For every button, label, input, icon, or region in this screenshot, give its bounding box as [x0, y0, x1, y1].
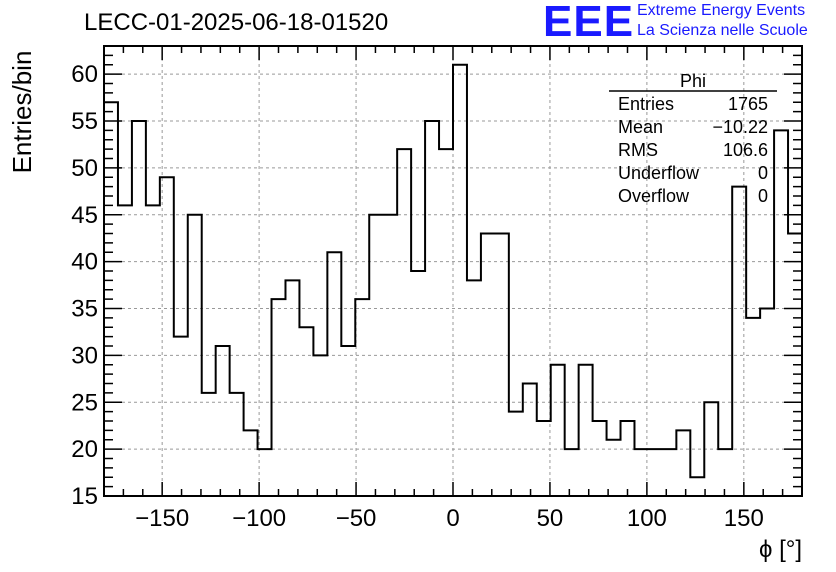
histogram-bin — [593, 421, 607, 496]
x-tick-label: −150 — [135, 505, 189, 532]
y-tick-label: 50 — [71, 155, 98, 182]
histogram-bin — [621, 421, 635, 496]
histogram-bin — [230, 393, 244, 496]
eee-logo: EEE — [543, 0, 635, 46]
y-tick-label: 15 — [71, 483, 98, 510]
stats-label: Underflow — [618, 163, 700, 183]
histogram-bin — [718, 449, 732, 496]
histogram-bin — [244, 430, 258, 496]
histogram-bin — [299, 327, 313, 496]
stats-value: 0 — [758, 186, 768, 206]
histogram-bin — [272, 299, 286, 496]
histogram-bin — [174, 337, 188, 496]
stats-label: Overflow — [618, 186, 690, 206]
histogram-bin — [285, 280, 299, 496]
histogram-bin — [676, 430, 690, 496]
stats-value: −10.22 — [712, 117, 768, 137]
logo-line-1: Extreme Energy Events — [637, 2, 806, 19]
stats-box: Phi Entries 1765 Mean −10.22 RMS 106.6 Underflo… — [609, 71, 777, 206]
histogram-bin — [397, 149, 411, 496]
x-tick-label: −100 — [232, 505, 286, 532]
histogram-bin — [774, 130, 788, 496]
axis-ticks — [103, 45, 803, 497]
stats-value: 106.6 — [723, 140, 768, 160]
histogram-bin — [746, 318, 760, 496]
histogram-bin — [551, 365, 565, 496]
y-axis-label: Entries/bin — [7, 51, 37, 174]
stats-value: 1765 — [728, 94, 768, 114]
histogram-bin — [662, 449, 676, 496]
y-tick-label: 45 — [71, 202, 98, 229]
stats-title: Phi — [680, 71, 706, 91]
histogram-bin — [439, 149, 453, 496]
histogram-bin — [537, 421, 551, 496]
histogram-bin — [146, 205, 160, 496]
y-tick-label: 25 — [71, 389, 98, 416]
histogram-bin — [355, 299, 369, 496]
histogram-bin — [453, 65, 467, 496]
x-axis-label: ϕ [°] — [759, 536, 802, 563]
histogram-bin — [579, 365, 593, 496]
histogram-bin — [467, 280, 481, 496]
y-tick-label: 35 — [71, 296, 98, 323]
histogram-series — [104, 63, 802, 497]
stats-label: RMS — [618, 140, 658, 160]
y-tick-label: 60 — [71, 61, 98, 88]
x-tick-label: 150 — [724, 505, 764, 532]
x-tick-label: 0 — [446, 505, 459, 532]
stats-label: Mean — [618, 117, 663, 137]
histogram-bin — [327, 252, 341, 496]
histogram-bin — [118, 205, 132, 496]
x-tick-label: 50 — [537, 505, 564, 532]
histogram-bin — [523, 384, 537, 497]
x-tick-label: 100 — [627, 505, 667, 532]
stats-value: 0 — [758, 163, 768, 183]
histogram-bin — [383, 215, 397, 496]
axis-tick-labels: −150 −100 −50 0 50 100 150 15 20 25 30 35 40 45 50 55 60 — [71, 61, 764, 532]
page-title: LECC-01-2025-06-18-01520 — [84, 9, 389, 36]
histogram-bin — [690, 477, 704, 496]
histogram-bin — [509, 412, 523, 496]
histogram-bin — [495, 234, 509, 497]
y-tick-label: 40 — [71, 249, 98, 276]
histogram-bin — [481, 234, 495, 497]
histogram-bin — [202, 393, 216, 496]
histogram-outline — [104, 63, 802, 479]
histogram-bin — [648, 449, 662, 496]
y-tick-label: 55 — [71, 108, 98, 135]
histogram-bin — [216, 346, 230, 496]
y-tick-label: 30 — [71, 342, 98, 369]
histogram-bin — [607, 440, 621, 496]
x-tick-label: −50 — [336, 505, 377, 532]
histogram-bin — [313, 355, 327, 496]
y-tick-label: 20 — [71, 436, 98, 463]
logo-line-2: La Scienza nelle Scuole — [637, 22, 808, 39]
stats-label: Entries — [618, 94, 674, 114]
histogram-bin — [341, 346, 355, 496]
histogram-bin — [565, 449, 579, 496]
histogram-bin — [411, 271, 425, 496]
